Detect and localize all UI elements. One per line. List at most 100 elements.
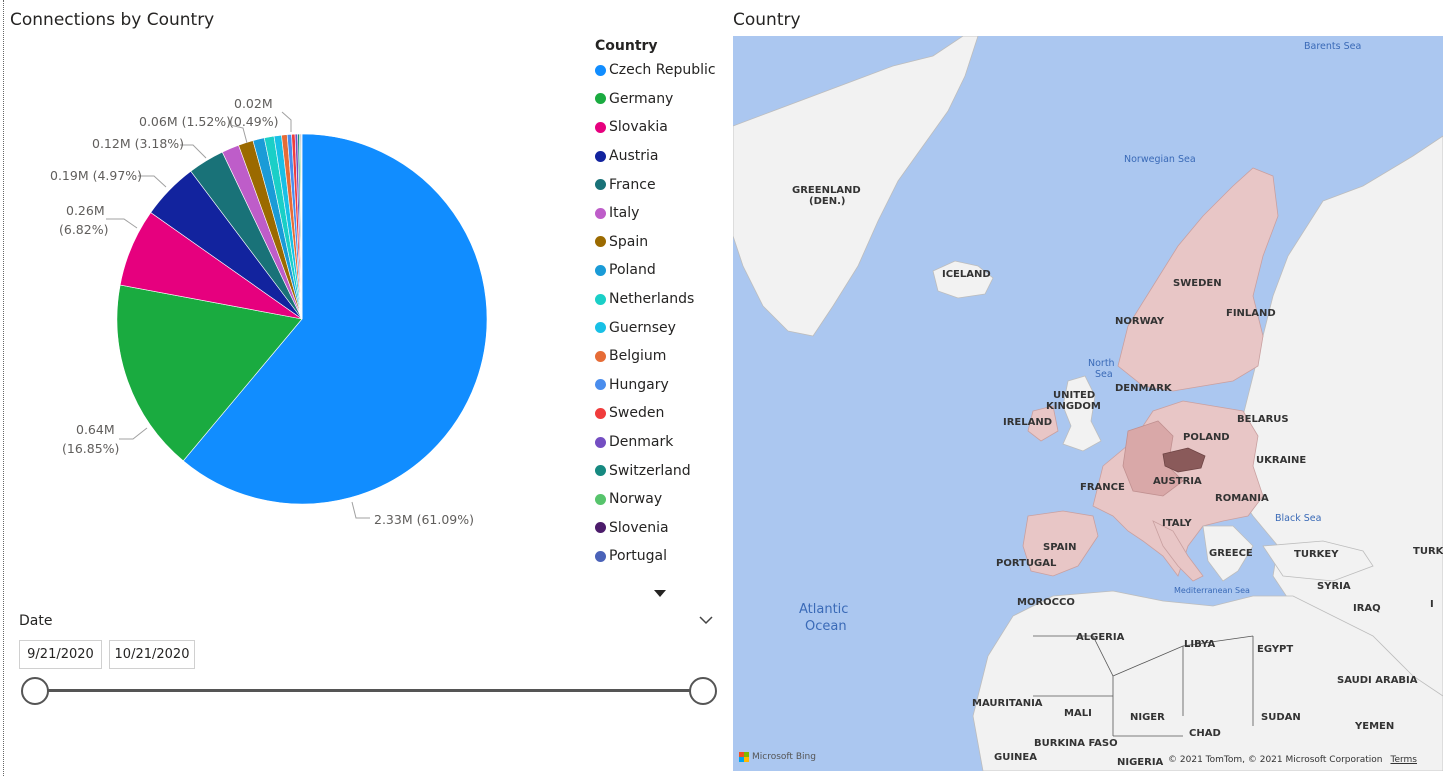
pie-slice-portugal[interactable] (300, 133, 303, 320)
legend-dot-icon (595, 121, 606, 133)
label-north-sea-1: North (1088, 358, 1115, 369)
legend-item-switzerland[interactable]: Switzerland (595, 456, 725, 485)
legend-dot-icon (595, 93, 606, 105)
czech-republic-shape (1162, 447, 1206, 473)
label-niger: NIGER (1130, 712, 1165, 723)
start-date-handle[interactable] (21, 677, 49, 705)
date-range-slider-track[interactable] (35, 689, 703, 692)
filled-map[interactable]: GREENLAND (DEN.) ICELAND SWEDEN FINLAND … (733, 36, 1443, 771)
legend-title: Country (595, 38, 658, 54)
label-ukraine: UKRAINE (1256, 455, 1306, 466)
label-algeria: ALGERIA (1076, 632, 1125, 643)
legend-item-label: Slovakia (609, 119, 668, 136)
label-libya: LIBYA (1184, 639, 1215, 650)
africa-borders (1033, 635, 1254, 737)
pie-legend: Country Czech Republic Germany Slovakia Aus… (595, 38, 725, 571)
label-iceland: ICELAND (942, 269, 991, 280)
bing-attribution: Microsoft Bing (739, 752, 816, 762)
label-nigeria: NIGERIA (1117, 757, 1164, 768)
legend-item-italy[interactable]: Italy (595, 199, 725, 228)
legend-item-norway[interactable]: Norway (595, 485, 725, 514)
legend-item-czech-republic[interactable]: Czech Republic (595, 56, 725, 85)
label-portugal: PORTUGAL (996, 558, 1057, 569)
data-label-belgium-pct: (0.49%) (229, 114, 278, 129)
legend-scroll-down-icon[interactable] (654, 590, 666, 597)
label-barents-sea: Barents Sea (1304, 41, 1361, 52)
legend-item-guernsey[interactable]: Guernsey (595, 313, 725, 342)
pie-chart-title: Connections by Country (10, 10, 215, 30)
data-label-italy: 0.06M (1.52%) (139, 114, 231, 129)
label-iraq: IRAQ (1353, 603, 1381, 614)
data-label-slovakia-value: 0.26M (66, 203, 105, 218)
legend-dot-icon (595, 522, 606, 534)
data-label-austria: 0.19M (4.97%) (50, 168, 142, 183)
leader-line-slovakia (106, 218, 138, 229)
legend-item-label: Slovenia (609, 519, 669, 536)
legend-item-label: Guernsey (609, 319, 676, 336)
legend-item-spain[interactable]: Spain (595, 228, 725, 257)
legend-item-austria[interactable]: Austria (595, 142, 725, 171)
label-austria: AUSTRIA (1153, 476, 1202, 487)
data-label-france: 0.12M (3.18%) (92, 136, 184, 151)
legend-item-label: Belgium (609, 348, 667, 365)
legend-dot-icon (595, 465, 606, 477)
pie-chart[interactable]: 0.02M (0.49%) 0.06M (1.52%) 0.12M (3.18%… (0, 40, 590, 600)
end-date-input[interactable]: 10/21/2020 (109, 640, 195, 669)
italy-shape (1152, 520, 1204, 582)
legend-item-label: Norway (609, 491, 663, 508)
start-date-input[interactable]: 9/21/2020 (19, 640, 102, 669)
legend-item-label: Hungary (609, 376, 669, 393)
chevron-down-icon[interactable] (699, 614, 713, 626)
legend-dot-icon (595, 293, 606, 305)
greenland-shape (733, 36, 979, 337)
label-finland: FINLAND (1226, 308, 1276, 319)
label-yemen: YEMEN (1354, 721, 1394, 732)
label-uk-2: KINGDOM (1046, 401, 1101, 412)
label-sweden: SWEDEN (1173, 278, 1222, 289)
legend-dot-icon (595, 436, 606, 448)
legend-item-slovakia[interactable]: Slovakia (595, 113, 725, 142)
leader-line-germany (119, 427, 148, 440)
label-saudi-arabia: SAUDI ARABIA (1337, 675, 1418, 686)
data-label-germany-value: 0.64M (76, 422, 115, 437)
legend-item-denmark[interactable]: Denmark (595, 428, 725, 457)
pie-slice-germany[interactable] (116, 284, 303, 462)
end-date-handle[interactable] (689, 677, 717, 705)
legend-item-france[interactable]: France (595, 170, 725, 199)
label-turkey: TURKEY (1294, 549, 1339, 560)
label-atlantic-1: Atlantic (799, 602, 848, 617)
label-spain: SPAIN (1043, 542, 1076, 553)
data-label-belgium-value: 0.02M (234, 96, 273, 111)
balkans-shape (1202, 525, 1254, 582)
label-sudan: SUDAN (1261, 712, 1301, 723)
data-label-slovakia-pct: (6.82%) (59, 222, 108, 237)
map-canvas[interactable]: GREENLAND (DEN.) ICELAND SWEDEN FINLAND … (733, 36, 1443, 771)
legend-item-label: Czech Republic (609, 62, 716, 79)
legend-item-belgium[interactable]: Belgium (595, 342, 725, 371)
legend-item-hungary[interactable]: Hungary (595, 371, 725, 400)
label-poland: POLAND (1183, 432, 1230, 443)
legend-item-netherlands[interactable]: Netherlands (595, 285, 725, 314)
legend-item-label: Denmark (609, 434, 674, 451)
legend-item-label: France (609, 176, 656, 193)
legend-item-sweden[interactable]: Sweden (595, 399, 725, 428)
date-slicer-title: Date (19, 613, 53, 629)
pie-slice-czech-republic[interactable] (182, 133, 488, 505)
data-label-czech: 2.33M (61.09%) (374, 512, 474, 527)
legend-item-label: Poland (609, 262, 656, 279)
legend-item-germany[interactable]: Germany (595, 85, 725, 114)
map-copyright: © 2021 TomTom, © 2021 Microsoft Corporat… (1168, 755, 1417, 765)
label-mali: MALI (1064, 708, 1092, 719)
legend-item-slovenia[interactable]: Slovenia (595, 514, 725, 543)
legend-dot-icon (595, 379, 606, 391)
terms-link[interactable]: Terms (1390, 755, 1417, 765)
scandinavia-shape (1117, 167, 1279, 392)
iceland-shape (932, 260, 994, 299)
legend-dot-icon (595, 350, 606, 362)
uk-shape (1062, 375, 1102, 452)
label-syria: SYRIA (1317, 581, 1351, 592)
label-france: FRANCE (1080, 482, 1125, 493)
label-atlantic-2: Ocean (805, 619, 847, 634)
legend-item-poland[interactable]: Poland (595, 256, 725, 285)
legend-item-portugal[interactable]: Portugal (595, 542, 725, 571)
